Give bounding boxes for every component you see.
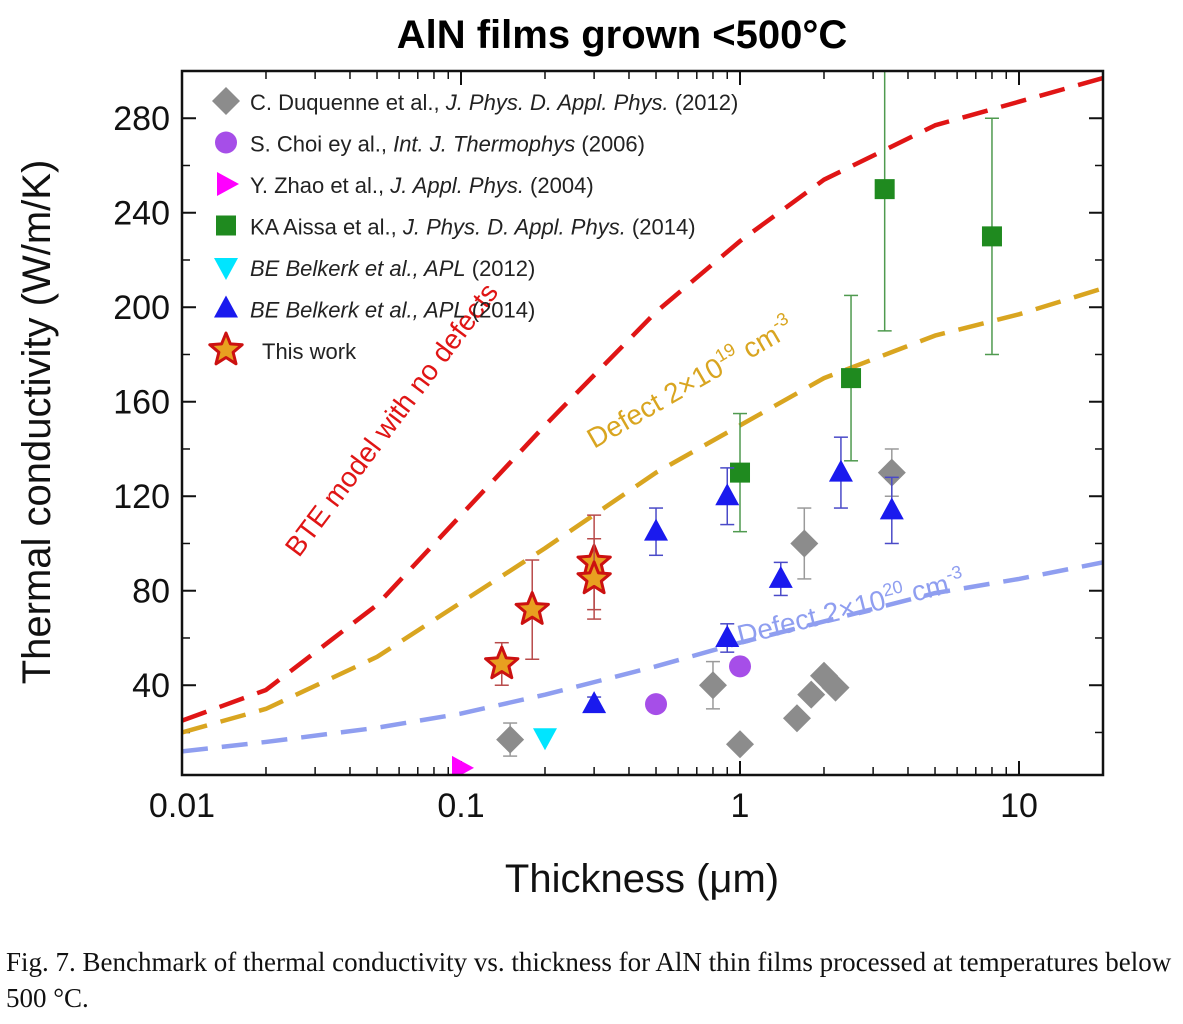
legend-entry-6: This work xyxy=(262,339,357,364)
y-tick-label: 160 xyxy=(113,384,170,422)
chart: AlN films grown <500°C 0.01 0.1 1 10 40 80 120… xyxy=(15,13,1105,901)
legend-entry-4: BE Belkerk et al., APL (2012) xyxy=(250,256,535,281)
data-point-series-5 xyxy=(715,624,740,647)
legend-text-italic: J. Appl. Phys. xyxy=(389,173,524,198)
curve-label-text: Defect 2×10 xyxy=(582,351,729,454)
legend-entry-2: Y. Zhao et al., J. Appl. Phys. (2004) xyxy=(250,173,594,198)
legend-entry-3: KA Aissa et al., J. Phys. D. Appl. Phys.… xyxy=(250,215,696,240)
curve-label-sup2: -3 xyxy=(944,562,964,585)
legend-text-plain: C. Duquenne et al., xyxy=(250,90,446,115)
legend-entry-0: C. Duquenne et al., J. Phys. D. Appl. Ph… xyxy=(250,90,738,115)
data-point-series-6 xyxy=(484,645,520,680)
data-point-series-6 xyxy=(514,591,550,625)
legend-text-italic: J. Phys. D. Appl. Phys. xyxy=(445,90,669,115)
legend-text-plain: Y. Zhao et al., xyxy=(250,173,390,198)
model-curve-0 xyxy=(182,75,1103,723)
legend-text-italic: Int. J. Thermophys xyxy=(393,132,575,157)
legend-text-plain: This work xyxy=(262,339,357,364)
data-point-series-0 xyxy=(821,673,850,702)
data-points xyxy=(452,71,1002,775)
data-point-series-0 xyxy=(877,458,906,487)
curve-label-1: Defect 2×1019 cm-3 xyxy=(580,308,799,454)
legend-text-tail: (2012) xyxy=(466,256,536,281)
figure-caption: Fig. 7. Benchmark of thermal conductivit… xyxy=(6,947,1172,1013)
data-point-series-0 xyxy=(496,725,525,754)
x-axis-label: Thickness (μm) xyxy=(505,857,779,901)
data-point-series-4 xyxy=(532,728,557,751)
legend-marker-2 xyxy=(217,172,239,196)
legend: C. Duquenne et al., J. Phys. D. Appl. Ph… xyxy=(208,87,738,366)
data-point-series-3 xyxy=(841,368,862,389)
legend-text-tail: (2014) xyxy=(626,215,696,240)
legend-marker-3 xyxy=(216,215,236,236)
x-tick-label: 0.1 xyxy=(437,787,484,825)
data-point-series-5 xyxy=(582,691,607,714)
legend-text-tail: (2014) xyxy=(466,298,536,323)
y-axis-label: Thermal conductivity (W/m/K) xyxy=(15,160,59,685)
y-tick-label: 200 xyxy=(113,289,170,327)
x-tick-label: 0.01 xyxy=(149,787,215,825)
data-point-series-0 xyxy=(782,704,811,733)
legend-entry-5: BE Belkerk et al., APL (2014) xyxy=(250,298,535,323)
chart-title: AlN films grown <500°C xyxy=(397,13,848,57)
legend-text-plain: KA Aissa et al., xyxy=(250,215,403,240)
plot-frame xyxy=(180,69,1105,777)
y-tick-label: 280 xyxy=(113,100,170,138)
data-point-series-5 xyxy=(879,497,904,520)
data-point-series-1 xyxy=(645,693,668,716)
curve-label-text: Defect 2×10 xyxy=(734,584,889,651)
y-tick-label: 40 xyxy=(132,667,170,705)
x-tick-label: 1 xyxy=(731,787,750,825)
data-point-series-0 xyxy=(790,529,819,558)
legend-marker-0 xyxy=(212,87,240,115)
legend-text-tail: (2004) xyxy=(524,173,594,198)
model-curve-1 xyxy=(182,286,1103,735)
legend-text-italic: BE Belkerk et al., APL xyxy=(250,298,466,323)
legend-text-italic: BE Belkerk et al., APL xyxy=(250,256,466,281)
data-point-series-3 xyxy=(981,226,1002,247)
legend-text-tail: (2006) xyxy=(575,132,645,157)
data-point-series-0 xyxy=(726,730,755,759)
data-point-series-0 xyxy=(698,671,727,700)
curve-label-unit: cm xyxy=(901,568,952,609)
data-point-series-2 xyxy=(452,755,475,775)
legend-text-tail: (2012) xyxy=(669,90,739,115)
y-tick-label: 120 xyxy=(113,478,170,516)
data-point-series-5 xyxy=(715,483,740,506)
legend-entry-1: S. Choi ey al., Int. J. Thermophys (2006… xyxy=(250,132,645,157)
legend-marker-4 xyxy=(214,258,238,280)
legend-marker-5 xyxy=(214,295,238,318)
data-point-series-5 xyxy=(768,565,793,588)
legend-text-italic: J. Phys. D. Appl. Phys. xyxy=(402,215,626,240)
legend-marker-6 xyxy=(208,331,244,366)
model-curve-2 xyxy=(182,560,1103,754)
y-tick-label: 240 xyxy=(113,195,170,233)
model-curves xyxy=(182,75,1103,754)
data-point-series-1 xyxy=(729,655,752,678)
data-point-series-5 xyxy=(828,459,853,482)
data-point-series-3 xyxy=(730,462,751,483)
data-point-series-0 xyxy=(797,680,826,709)
data-point-series-3 xyxy=(874,179,895,200)
legend-text-plain: S. Choi ey al., xyxy=(250,132,393,157)
data-point-series-6 xyxy=(576,560,612,595)
y-tick-label: 80 xyxy=(132,573,170,611)
curve-label-2: Defect 2×1020 cm-3 xyxy=(733,562,967,651)
x-tick-label: 10 xyxy=(1000,787,1038,825)
legend-marker-1 xyxy=(215,131,237,154)
curve-label-sup: 20 xyxy=(881,576,905,600)
data-point-series-5 xyxy=(644,518,669,541)
